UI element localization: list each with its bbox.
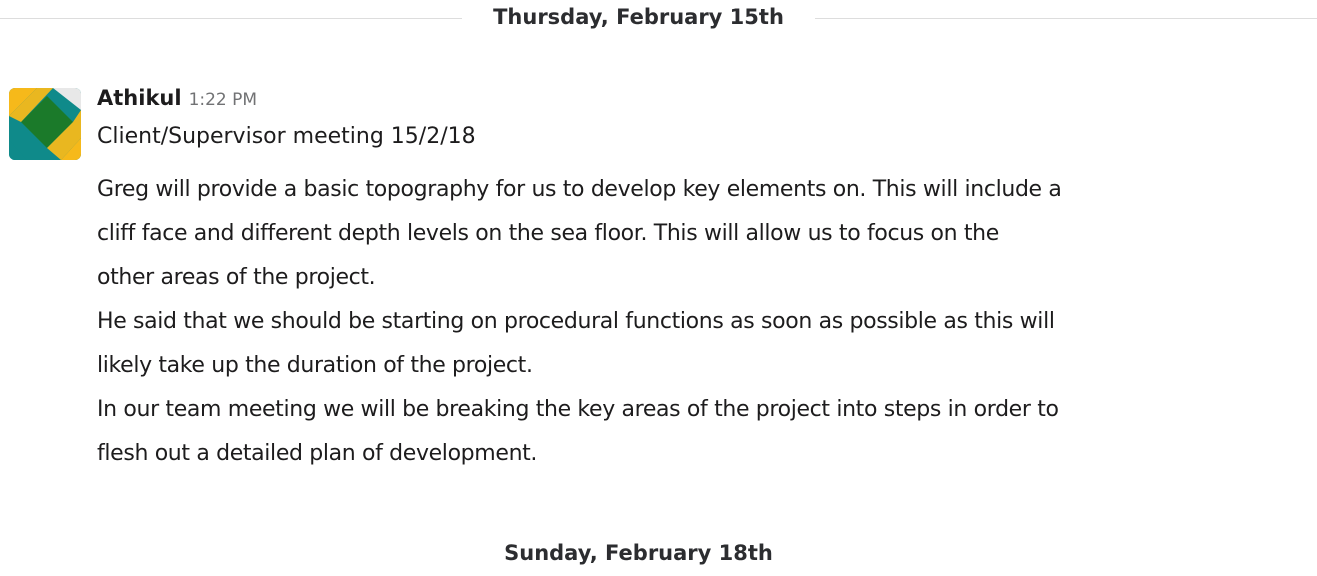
- day-divider-label[interactable]: Thursday, February 15th: [493, 5, 784, 29]
- message-line: In our team meeting we will be breaking …: [97, 397, 1059, 422]
- message-header: Athikul 1:22 PM: [97, 86, 1307, 122]
- message-line: other areas of the project.: [97, 265, 376, 290]
- message-line: Greg will provide a basic topography for…: [97, 177, 1062, 202]
- message-line: He said that we should be starting on pr…: [97, 309, 1055, 334]
- message-line: cliff face and different depth levels on…: [97, 221, 999, 246]
- message-body: Athikul 1:22 PM Client/Supervisor meeting…: [97, 86, 1307, 476]
- divider-rule-right: [815, 18, 1317, 19]
- avatar[interactable]: [9, 88, 81, 160]
- avatar-image-icon: [9, 88, 81, 160]
- message-text: Greg will provide a basic topography for…: [97, 168, 1307, 476]
- message-line: flesh out a detailed plan of development…: [97, 441, 538, 466]
- author-name[interactable]: Athikul: [97, 86, 182, 110]
- message-timestamp[interactable]: 1:22 PM: [188, 90, 258, 110]
- next-day-divider-label[interactable]: Sunday, February 18th: [504, 541, 773, 565]
- message-line: likely take up the duration of the proje…: [97, 353, 533, 378]
- next-day-divider: Sunday, February 18th: [0, 536, 1317, 576]
- message-title: Client/Supervisor meeting 15/2/18: [97, 124, 476, 149]
- day-divider: Thursday, February 15th: [0, 0, 1317, 40]
- divider-rule-left: [0, 18, 462, 19]
